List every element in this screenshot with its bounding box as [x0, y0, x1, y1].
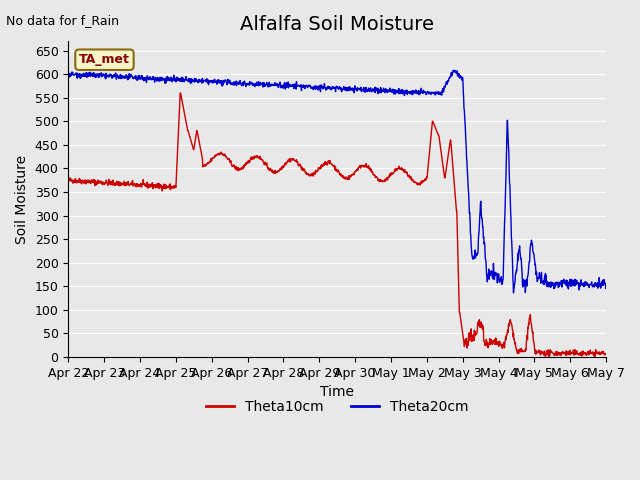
Line: Theta10cm: Theta10cm — [68, 93, 606, 357]
Line: Theta20cm: Theta20cm — [68, 70, 606, 293]
X-axis label: Time: Time — [320, 385, 354, 399]
Theta10cm — [545, 354, 552, 360]
Theta10cm — [371, 172, 378, 178]
Y-axis label: Soil Moisture: Soil Moisture — [15, 155, 29, 244]
Theta20cm — [509, 290, 517, 296]
Theta10cm — [177, 90, 184, 96]
Theta10cm — [602, 350, 610, 356]
Theta20cm — [451, 67, 458, 73]
Theta20cm — [128, 73, 136, 79]
Theta20cm — [292, 79, 300, 84]
Title: Alfalfa Soil Moisture: Alfalfa Soil Moisture — [240, 15, 434, 34]
Theta10cm — [293, 158, 301, 164]
Text: No data for f_Rain: No data for f_Rain — [6, 14, 120, 27]
Text: TA_met: TA_met — [79, 53, 130, 66]
Theta10cm — [304, 171, 312, 177]
Theta10cm — [128, 180, 136, 185]
Theta20cm — [106, 71, 114, 77]
Theta10cm — [314, 168, 321, 174]
Theta20cm — [304, 85, 312, 91]
Theta10cm — [65, 177, 72, 182]
Theta20cm — [602, 282, 610, 288]
Theta10cm — [106, 180, 114, 186]
Theta20cm — [371, 88, 378, 94]
Theta20cm — [65, 71, 72, 76]
Legend: Theta10cm, Theta20cm: Theta10cm, Theta20cm — [200, 395, 474, 420]
Theta20cm — [314, 84, 321, 90]
